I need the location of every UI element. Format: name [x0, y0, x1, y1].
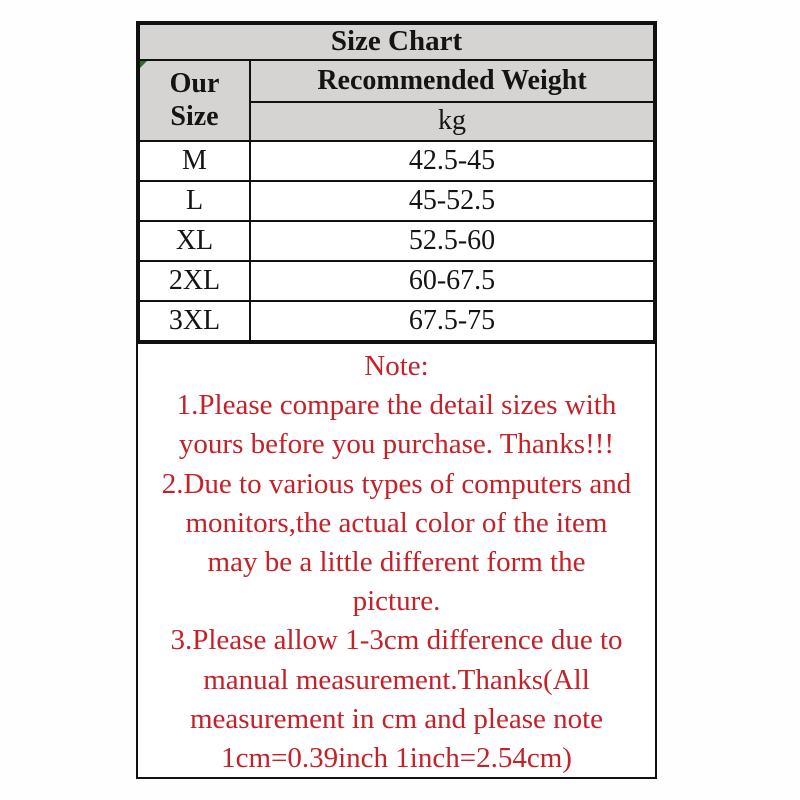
table-row: M 42.5-45	[138, 140, 655, 182]
table-row: L 45-52.5	[138, 180, 655, 222]
weight-cell: 60-67.5	[249, 260, 655, 302]
table-row: XL 52.5-60	[138, 220, 655, 262]
note-line: 3.Please allow 1-3cm difference due to	[170, 624, 623, 657]
table-title: Size Chart	[138, 23, 655, 61]
weight-cell: 45-52.5	[249, 180, 655, 222]
table-title-row: Size Chart	[138, 23, 655, 61]
size-cell: M	[138, 140, 251, 182]
size-chart-table: Size Chart Our Size Recommended Weight k…	[138, 23, 655, 342]
note-section: Note: 1.Please compare the detail sizes …	[138, 342, 655, 777]
header-recommended-weight: Recommended Weight	[249, 59, 655, 103]
note-line: 1.Please compare the detail sizes with	[176, 389, 617, 422]
table-row: 3XL 67.5-75	[138, 300, 655, 342]
table-header-row: Our Size Recommended Weight	[138, 59, 655, 142]
size-cell: L	[138, 180, 251, 222]
note-line: manual measurement.Thanks(All	[203, 663, 590, 696]
header-unit-kg: kg	[249, 101, 655, 142]
note-line: measurement in cm and please note	[189, 702, 604, 735]
table-row: 2XL 60-67.5	[138, 260, 655, 302]
note-line: 2.Due to various types of computers and	[161, 467, 632, 500]
note-title: Note:	[364, 350, 429, 382]
header-our-size-line2: Size	[170, 100, 219, 132]
note-line: yours before you purchase. Thanks!!!	[178, 428, 615, 461]
cell-corner-marker-icon	[141, 62, 147, 68]
note-line: 1cm=0.39inch 1inch=2.54cm)	[221, 742, 572, 775]
note-line: monitors,the actual color of the item	[185, 506, 608, 539]
weight-cell: 52.5-60	[249, 220, 655, 262]
size-chart-frame: Size Chart Our Size Recommended Weight k…	[136, 21, 657, 779]
table-unit-row: kg	[139, 101, 655, 142]
header-our-size: Our Size	[138, 59, 251, 142]
weight-cell: 67.5-75	[249, 300, 655, 342]
note-line: may be a little different form the	[207, 546, 586, 579]
note-line: picture.	[352, 585, 441, 618]
header-our-size-line1: Our	[169, 68, 220, 100]
size-cell: XL	[138, 220, 251, 262]
weight-cell: 42.5-45	[249, 140, 655, 182]
size-cell: 3XL	[138, 300, 251, 342]
size-cell: 2XL	[138, 260, 251, 302]
